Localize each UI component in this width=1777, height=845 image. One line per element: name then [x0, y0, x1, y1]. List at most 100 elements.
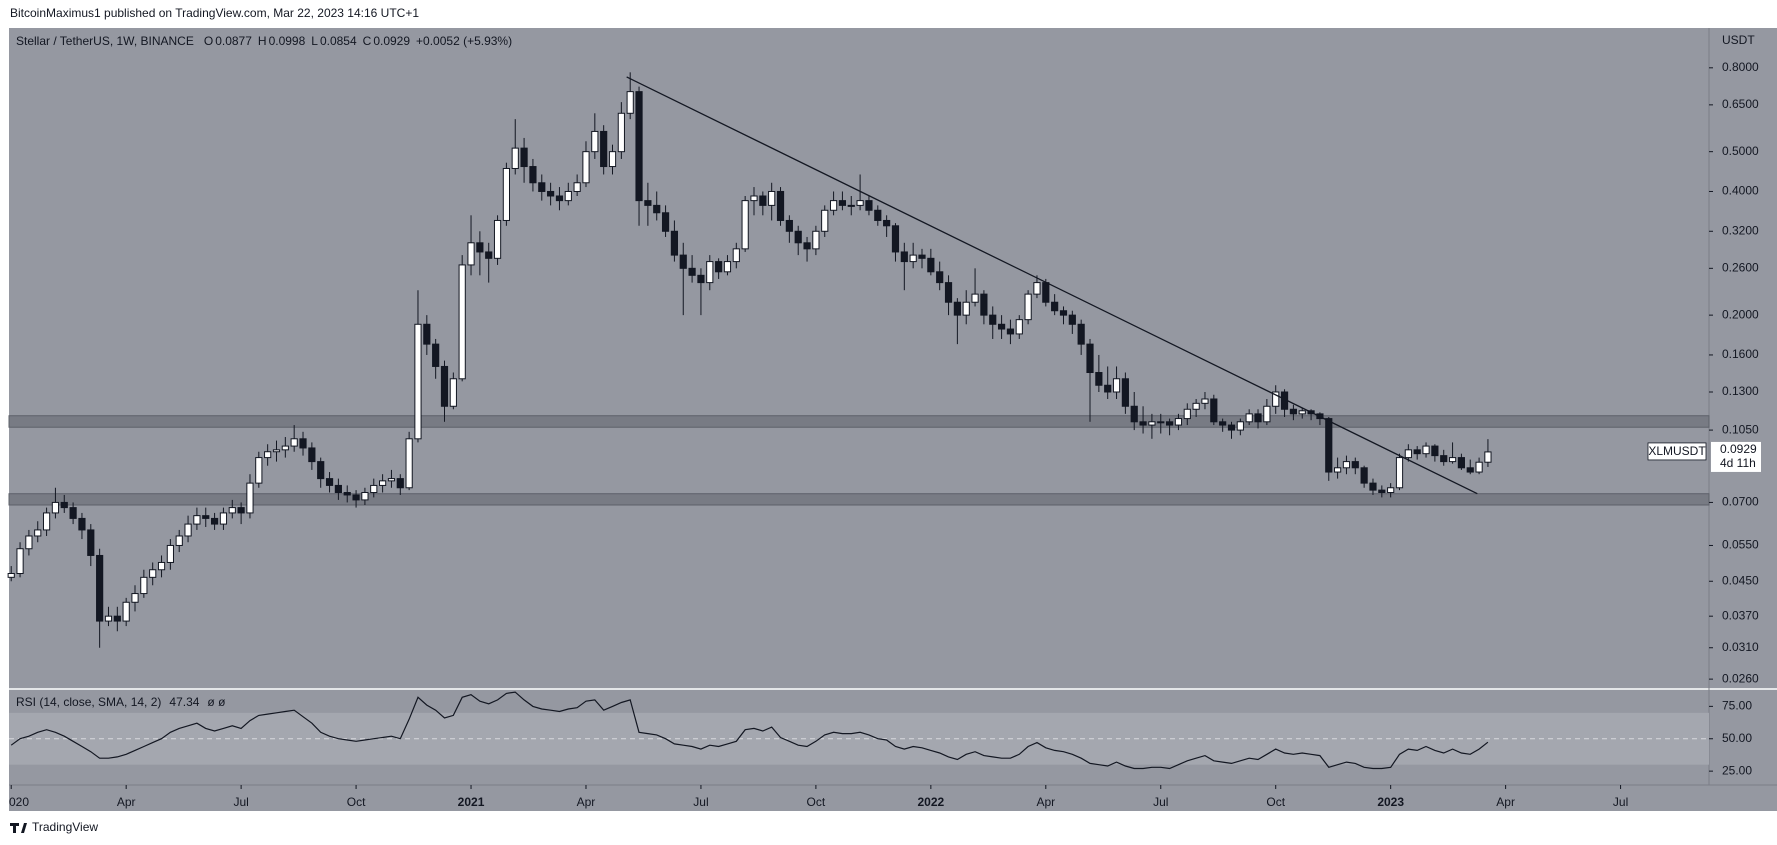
- candle-body: [228, 507, 236, 514]
- candle-body: [1006, 328, 1015, 335]
- candle-body: [918, 254, 926, 259]
- candle-body: [1121, 378, 1129, 407]
- candle-body: [1422, 445, 1430, 455]
- candle-body: [113, 615, 121, 622]
- x-tick-label: 020: [9, 795, 29, 809]
- candle-body: [432, 343, 440, 367]
- publisher-header: BitcoinMaximus1 published on TradingView…: [10, 6, 419, 20]
- candle-body: [1245, 413, 1253, 423]
- candle-body: [1042, 282, 1050, 303]
- plot-background: [9, 28, 1709, 785]
- candle-body: [617, 112, 625, 153]
- candle-body: [520, 147, 528, 168]
- candle-body: [493, 219, 502, 259]
- y-tick-label: 0.0700: [1722, 495, 1759, 509]
- candle-body: [361, 492, 369, 501]
- candle-body: [1210, 398, 1218, 423]
- candle-body: [122, 601, 130, 622]
- candle-body: [971, 293, 979, 303]
- footer-text: TradingView: [32, 820, 98, 834]
- ohlc-value: 0.0854: [320, 34, 357, 48]
- candle-body: [299, 438, 307, 449]
- candle-body: [679, 254, 687, 269]
- candle-body: [131, 593, 139, 603]
- candle-body: [51, 501, 60, 514]
- rsi-extra: ø ø: [207, 695, 226, 709]
- candle-body: [255, 457, 263, 484]
- candle-body: [1413, 449, 1421, 455]
- candle-body: [1051, 301, 1059, 312]
- x-tick-label: 2021: [458, 795, 485, 809]
- candle-body: [396, 478, 404, 489]
- candle-body: [1369, 482, 1377, 491]
- candle-body: [1183, 408, 1191, 420]
- candle-body: [688, 267, 696, 276]
- candle-body: [1334, 467, 1342, 473]
- candle-body: [485, 251, 493, 259]
- candle-body: [1201, 398, 1209, 404]
- candle-body: [140, 576, 148, 595]
- candle-body: [653, 204, 661, 214]
- candle-body: [626, 91, 634, 114]
- candle-body: [370, 484, 378, 494]
- candle-body: [715, 261, 723, 273]
- candle-body: [891, 225, 900, 253]
- candle-body: [343, 492, 351, 496]
- price-zone: [8, 493, 1710, 506]
- candle-body: [909, 254, 917, 263]
- candle-body: [1395, 457, 1404, 489]
- candle-body: [600, 130, 608, 168]
- candle-body: [7, 572, 15, 578]
- candle-body: [308, 447, 316, 463]
- rsi-value: 47.34: [169, 695, 199, 709]
- y-tick-label: 0.5000: [1722, 144, 1759, 158]
- candle-body: [1325, 418, 1333, 473]
- candle-body: [281, 445, 289, 451]
- y-tick-label: 0.1050: [1722, 422, 1759, 436]
- candle-body: [1387, 487, 1395, 494]
- candle-body: [564, 190, 572, 202]
- candle-body: [1263, 405, 1271, 423]
- candle-body: [1484, 451, 1492, 463]
- ohlc-value: 0.0929: [373, 34, 410, 48]
- candle-body: [1166, 421, 1174, 426]
- candle-body: [1095, 372, 1103, 386]
- candle-body: [573, 182, 581, 192]
- candle-body: [290, 438, 298, 447]
- x-tick-label: Jul: [233, 795, 248, 809]
- candle-body: [87, 529, 95, 556]
- candle-body: [1174, 418, 1183, 426]
- candle-body: [414, 323, 422, 440]
- candle-body: [202, 515, 210, 519]
- candle-body: [1289, 408, 1297, 415]
- candle-body: [1015, 319, 1023, 335]
- candle-body: [175, 535, 183, 546]
- candle-body: [1068, 314, 1076, 325]
- ohlc-label: O: [204, 34, 213, 48]
- candle-body: [1139, 421, 1147, 426]
- ohlc-value: 0.0998: [269, 34, 306, 48]
- candle-body: [1059, 310, 1068, 316]
- symbol-box: [1647, 442, 1707, 461]
- candle-body: [874, 209, 882, 221]
- candle-body: [865, 200, 873, 211]
- x-tick-label: Apr: [1036, 795, 1055, 809]
- candle-body: [706, 261, 714, 284]
- candle-body: [1440, 455, 1448, 463]
- x-tick-label: Apr: [577, 795, 596, 809]
- candle-body: [776, 190, 785, 221]
- candle-body: [997, 323, 1006, 330]
- x-tick-label: Oct: [347, 795, 366, 809]
- candle-body: [467, 242, 475, 266]
- candle-body: [608, 151, 617, 168]
- y-tick-label: 0.3200: [1722, 223, 1759, 237]
- candle-body: [1104, 384, 1112, 393]
- candle-body: [157, 561, 166, 571]
- candle-body: [794, 230, 802, 244]
- candle-body: [379, 480, 387, 486]
- candle-body: [1342, 461, 1351, 469]
- candle-body: [1360, 467, 1368, 484]
- candle-body: [1351, 461, 1359, 469]
- candle-body: [697, 274, 705, 284]
